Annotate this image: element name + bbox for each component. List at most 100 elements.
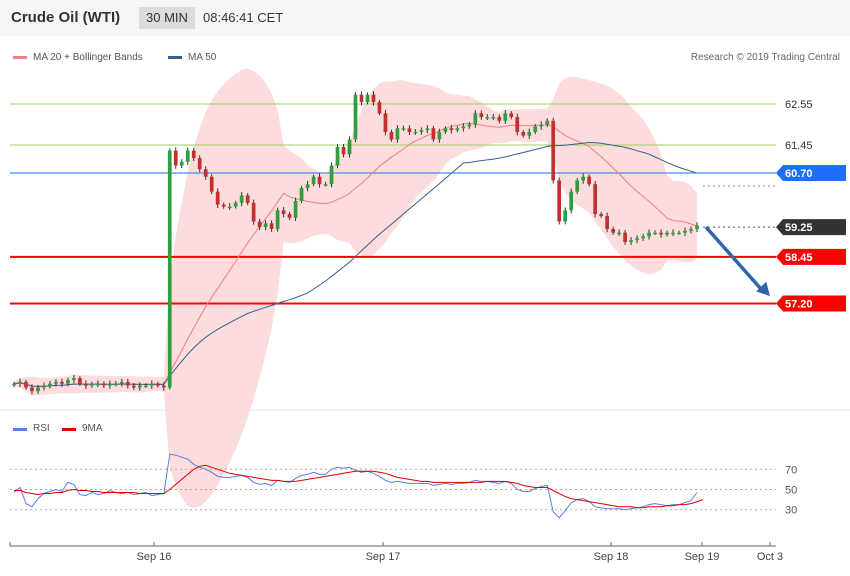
candle [299, 187, 304, 201]
candle [335, 146, 340, 166]
candle [191, 150, 196, 159]
candle [48, 383, 52, 386]
candle [527, 131, 532, 136]
candle [605, 215, 609, 229]
candle [263, 223, 268, 228]
candle [119, 381, 124, 384]
candle [677, 232, 681, 235]
candle [653, 232, 657, 235]
timeframe-button[interactable]: 30 MIN [139, 7, 195, 29]
rsi-legend-swatch [13, 428, 27, 431]
candle [569, 191, 574, 211]
level-label-box [776, 219, 846, 236]
candle [155, 383, 160, 386]
candle [329, 165, 334, 185]
candle [545, 120, 550, 125]
candle [287, 214, 292, 218]
candle [173, 150, 178, 166]
candle [359, 94, 364, 103]
candle [419, 130, 424, 132]
candle [347, 139, 352, 155]
candle [137, 385, 142, 388]
candle [131, 385, 136, 388]
candle [143, 385, 148, 388]
ma50-legend-swatch [168, 56, 182, 59]
candle [449, 128, 454, 131]
candle [515, 117, 520, 132]
candle [581, 176, 586, 181]
level-label-box [776, 248, 846, 265]
candle [108, 383, 112, 386]
candle [251, 202, 256, 222]
candle [245, 195, 250, 203]
candle [269, 223, 274, 229]
candle [113, 383, 118, 386]
candle [587, 176, 592, 185]
candle [659, 232, 663, 235]
candle [353, 94, 358, 140]
candle [203, 169, 208, 177]
candle [257, 221, 262, 228]
candle [185, 150, 190, 162]
candle [533, 126, 538, 132]
candle [491, 117, 496, 119]
rsi-line [13, 453, 698, 519]
candle [54, 381, 58, 384]
candle [293, 200, 298, 218]
candle [179, 161, 184, 166]
candle [557, 180, 562, 222]
rsi-legend-label: RSI [33, 423, 50, 434]
rsi-level-label: 70 [785, 464, 797, 476]
candle [671, 232, 675, 235]
candle [281, 210, 286, 215]
candle [455, 128, 460, 131]
x-tick-label: Sep 19 [685, 551, 720, 563]
candle [647, 232, 651, 237]
level-label-62.55: 62.55 [785, 99, 813, 111]
candle [461, 126, 466, 129]
candle [425, 128, 430, 131]
candle [689, 228, 693, 231]
rsi-ma-legend-label: 9MA [82, 423, 103, 434]
candle [305, 184, 310, 188]
candle [18, 381, 22, 384]
level-label-58.45: 58.45 [785, 252, 813, 264]
candle [215, 191, 220, 205]
candle [323, 184, 328, 186]
candle [497, 117, 502, 121]
level-label-61.45: 61.45 [785, 140, 813, 152]
candle [683, 230, 687, 233]
credit-text: Research © 2019 Trading Central [690, 52, 840, 63]
candle [311, 176, 316, 185]
ma20-legend-label: MA 20 + Bollinger Bands [33, 52, 143, 63]
rsi-ma-line [14, 464, 704, 509]
candle [641, 236, 645, 239]
level-label-60.70: 60.70 [785, 168, 813, 180]
candle [563, 210, 568, 222]
candle [42, 385, 46, 388]
candle [72, 378, 76, 381]
candle [695, 225, 699, 229]
candle [233, 202, 238, 207]
candle [635, 238, 639, 241]
x-tick-label: Oct 3 [757, 551, 783, 563]
candle [623, 232, 627, 243]
clock-time: 08:46:41 CET [203, 10, 284, 25]
candle [407, 128, 412, 132]
candle [84, 383, 88, 386]
candle [467, 124, 472, 127]
candle [341, 146, 346, 155]
candle [90, 383, 94, 386]
rsi-ma-legend-swatch [62, 428, 76, 431]
candle [12, 383, 16, 386]
level-label-57.20: 57.20 [785, 299, 813, 311]
candle [377, 102, 382, 114]
candle [401, 128, 406, 130]
candle [197, 158, 202, 170]
candle [167, 150, 172, 388]
chart-header: Crude Oil (WTI) 30 MIN 08:46:41 CET [0, 0, 850, 36]
level-label-box [776, 165, 846, 182]
candle [227, 206, 232, 209]
rsi-level-label: 50 [785, 485, 797, 497]
